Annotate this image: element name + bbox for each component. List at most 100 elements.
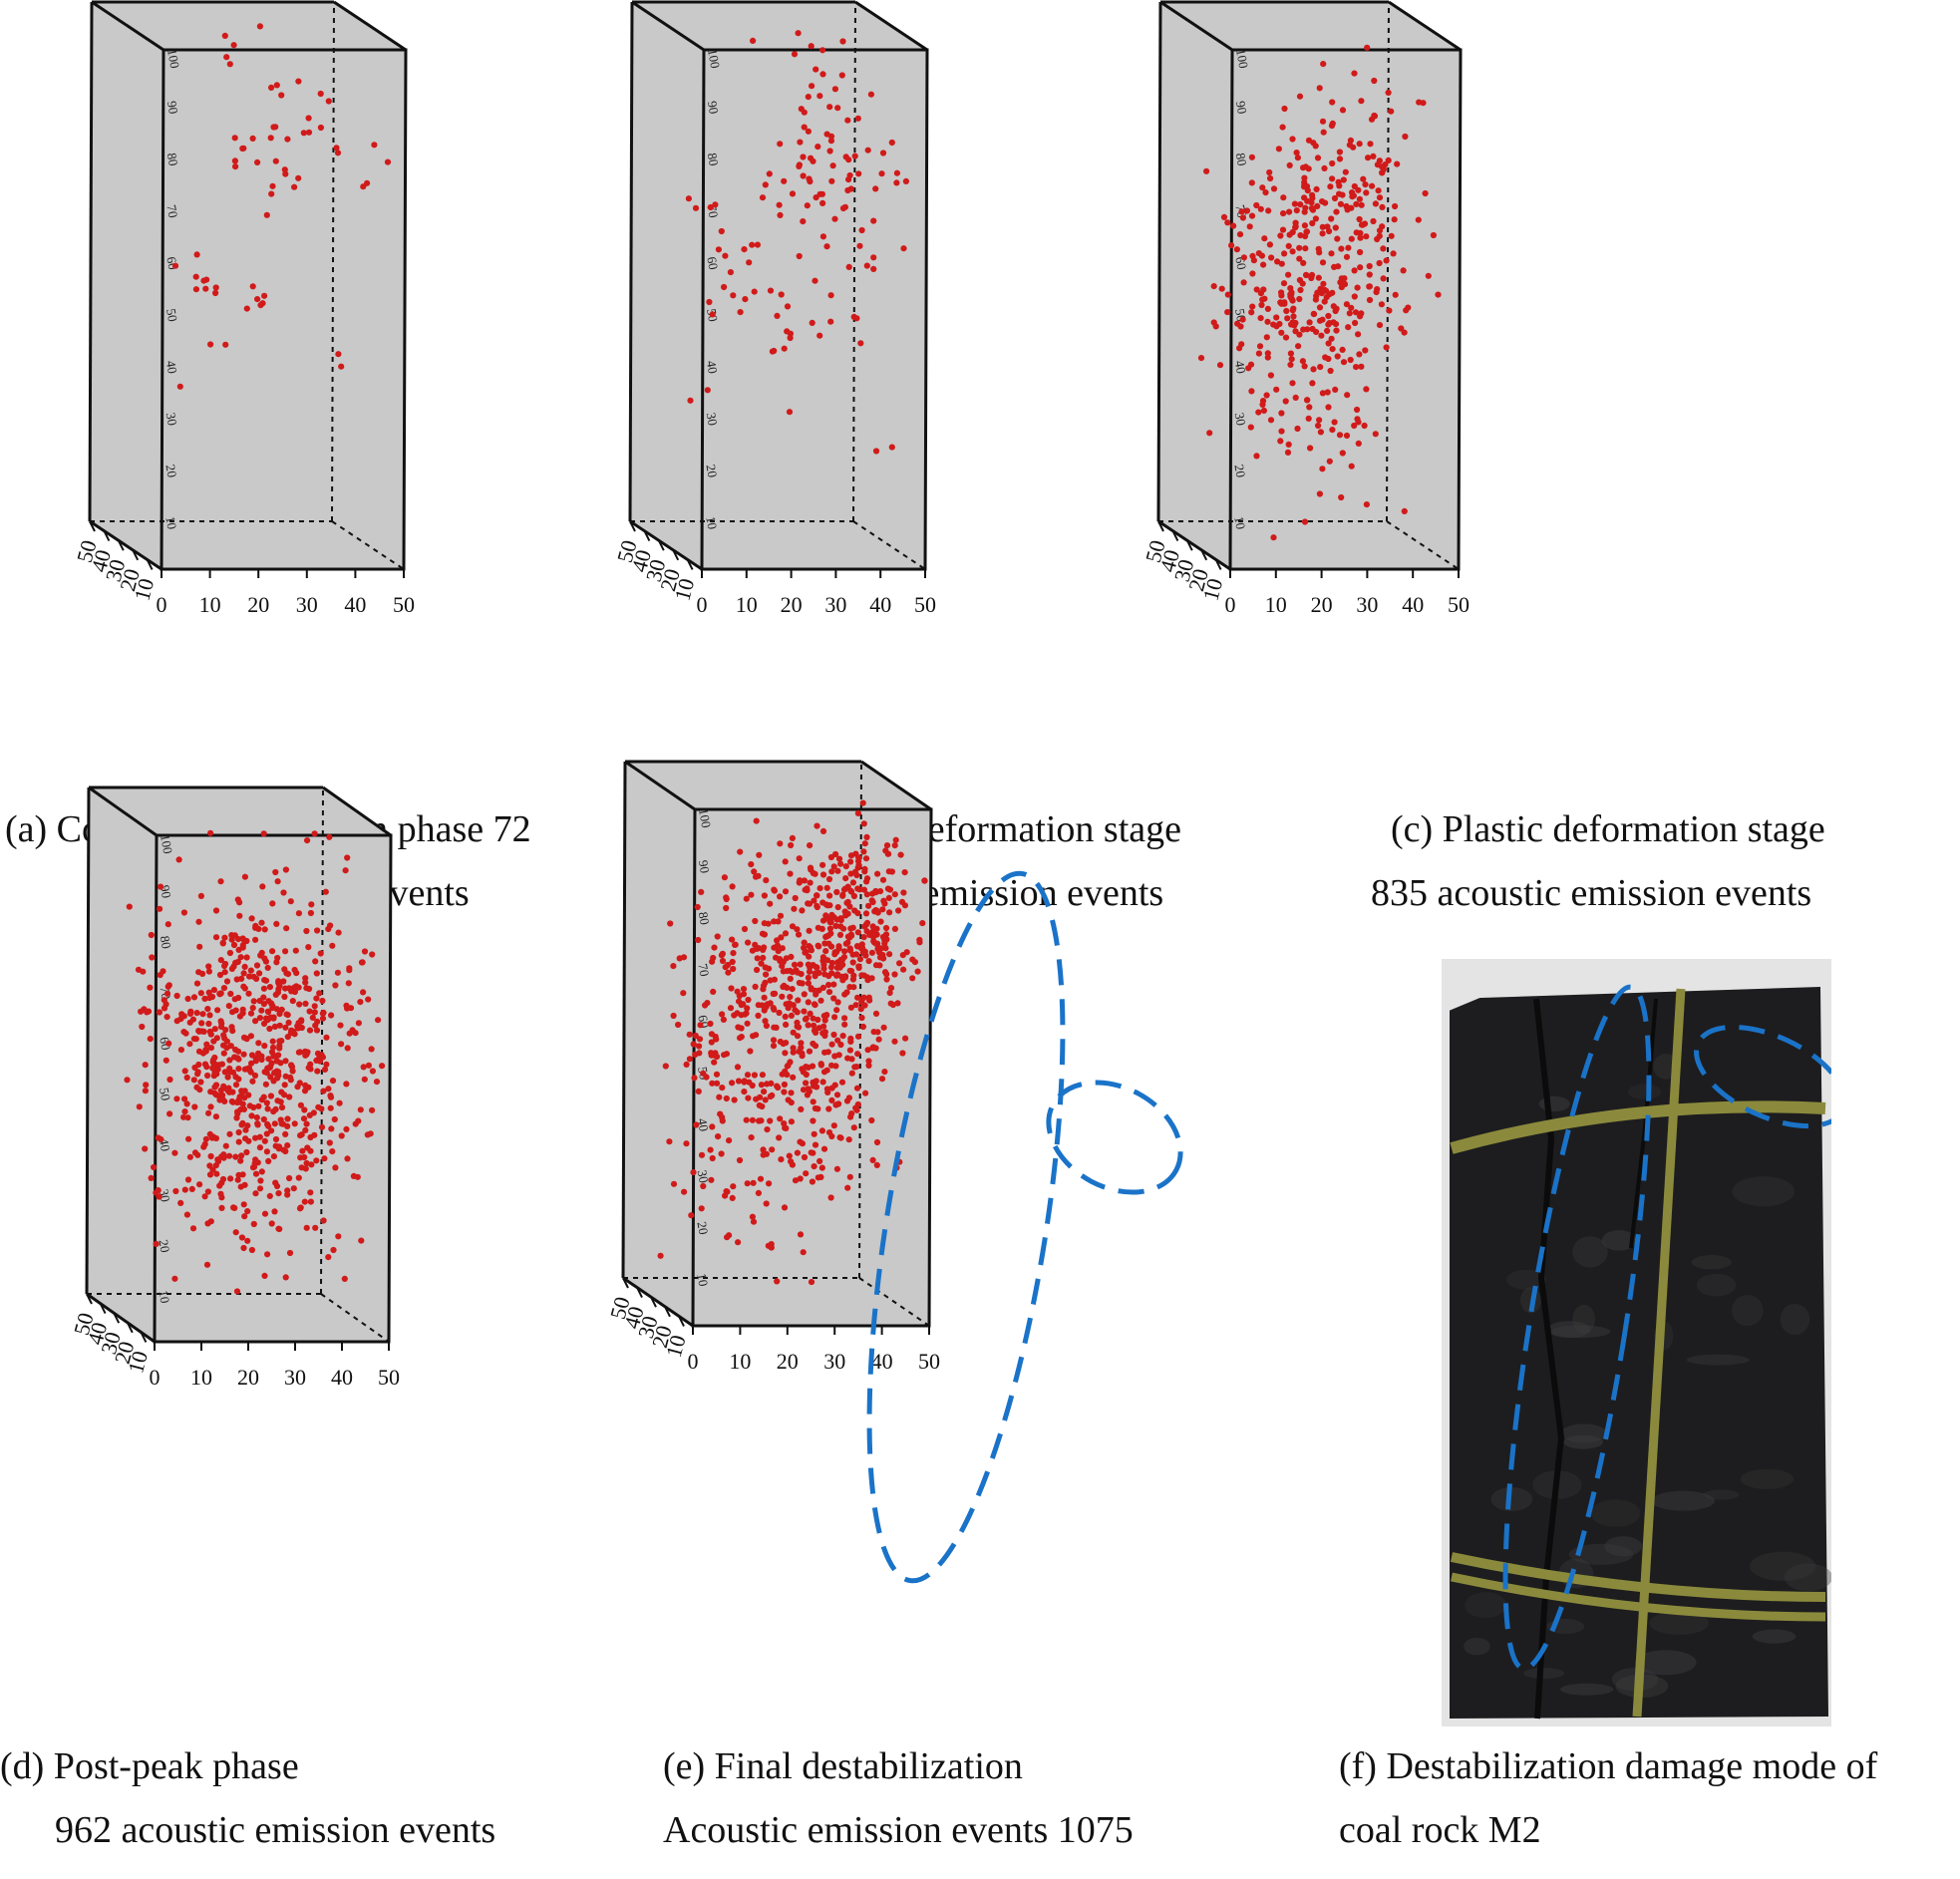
ae-event-point xyxy=(368,1046,375,1053)
ae-event-point xyxy=(790,1045,797,1052)
ae-event-point xyxy=(338,1132,345,1139)
ae-event-point xyxy=(833,1165,841,1172)
ae-event-point xyxy=(217,878,224,885)
ae-event-point xyxy=(808,866,815,873)
ae-event-point xyxy=(1308,204,1315,212)
ae-event-point xyxy=(271,1120,278,1127)
ae-event-point xyxy=(214,1158,222,1165)
ae-event-point xyxy=(721,1052,728,1059)
ae-event-point xyxy=(1343,432,1351,440)
ae-event-point xyxy=(852,1104,859,1111)
ae-event-point xyxy=(1355,419,1362,426)
ae-event-point xyxy=(278,1038,285,1045)
ae-event-point xyxy=(264,1251,271,1258)
ae-event-point xyxy=(1380,165,1387,172)
ae-event-point xyxy=(730,965,737,973)
z-tick-label: 10 xyxy=(703,515,720,530)
front-face xyxy=(702,50,927,569)
ae-event-point xyxy=(819,71,826,78)
ae-event-point xyxy=(787,870,794,877)
ae-event-point xyxy=(868,1116,875,1124)
surface-texture xyxy=(1572,1236,1608,1268)
ae-event-point xyxy=(1313,292,1320,300)
ae-event-point xyxy=(254,296,261,303)
ae-event-point xyxy=(894,1000,901,1007)
ae-event-point xyxy=(723,894,730,901)
ae-event-point xyxy=(215,1093,222,1099)
ae-event-point xyxy=(282,948,289,955)
ae-event-point xyxy=(232,1153,239,1160)
ae-event-point xyxy=(762,964,769,971)
ae-event-point xyxy=(760,1151,767,1158)
ae-event-point xyxy=(313,1157,320,1164)
ae-event-point xyxy=(860,820,867,827)
ae-event-point xyxy=(763,1200,770,1207)
ae-event-point xyxy=(1392,202,1399,210)
ae-event-point xyxy=(1253,201,1260,209)
ae-event-point xyxy=(207,1152,214,1160)
ae-event-point xyxy=(878,1076,886,1083)
ae-event-point xyxy=(879,876,887,883)
ae-event-point xyxy=(256,1133,263,1140)
ae-event-point xyxy=(271,1023,278,1030)
ae-event-point xyxy=(288,1062,295,1069)
ae-event-point xyxy=(1378,301,1385,308)
ae-event-point xyxy=(1430,231,1437,239)
ae-event-point xyxy=(1236,231,1244,238)
ae-event-point xyxy=(292,947,299,954)
ae-event-point xyxy=(268,1220,275,1227)
ae-event-point xyxy=(822,912,829,919)
ae-event-point xyxy=(885,868,892,875)
edge xyxy=(85,786,91,1295)
ae-event-point xyxy=(252,1170,260,1177)
ae-event-point xyxy=(330,1246,337,1254)
ae-event-point xyxy=(777,141,784,148)
ae-event-point xyxy=(1319,223,1326,230)
ae-event-point xyxy=(1324,327,1331,334)
ae-event-point xyxy=(263,1099,270,1106)
ae-event-point xyxy=(801,939,808,946)
ae-event-point xyxy=(1307,445,1314,452)
ae-event-point xyxy=(831,1053,838,1060)
ae-event-point xyxy=(783,1124,790,1131)
ae-event-point xyxy=(212,1082,220,1089)
ae-event-point xyxy=(263,1130,270,1137)
ae-event-point xyxy=(808,43,815,50)
ae-event-point xyxy=(847,185,854,192)
z-tick-label: 10 xyxy=(163,515,179,530)
ae-event-point xyxy=(1363,233,1370,240)
ae-event-point xyxy=(155,1134,162,1141)
ae-event-point xyxy=(230,42,237,49)
ae-event-point xyxy=(756,1101,763,1108)
ae-event-point xyxy=(867,91,875,98)
ae-event-point xyxy=(657,1252,664,1259)
ae-event-point xyxy=(164,921,171,928)
ae-event-point xyxy=(1372,431,1379,438)
ae-event-point xyxy=(199,970,206,978)
ae-event-point xyxy=(195,918,202,925)
ae-event-point xyxy=(1280,194,1287,201)
ae-event-point xyxy=(1362,347,1369,354)
ae-event-point xyxy=(352,1030,359,1037)
ae-event-point xyxy=(1328,123,1336,130)
ae-event-point xyxy=(754,955,761,962)
y-tick xyxy=(636,1287,643,1299)
ae-event-point xyxy=(730,950,737,957)
ae-event-point xyxy=(1363,189,1370,196)
surface-texture xyxy=(1464,1637,1490,1656)
ae-event-point xyxy=(767,1117,774,1124)
ae-event-point xyxy=(1257,315,1264,322)
ae-event-point xyxy=(291,988,298,996)
ae-event-point xyxy=(124,1077,131,1084)
ae-event-point xyxy=(319,997,326,1005)
ae-event-point xyxy=(795,30,802,37)
ae-event-point xyxy=(197,892,204,900)
ae-event-point xyxy=(245,1137,252,1144)
ae-event-point xyxy=(892,836,899,843)
ae-event-point xyxy=(745,1095,752,1101)
ae-event-point xyxy=(228,965,235,973)
ae-event-point xyxy=(831,86,839,93)
edge xyxy=(88,785,158,837)
ae-event-point xyxy=(175,856,182,863)
ae-event-point xyxy=(1325,312,1332,320)
